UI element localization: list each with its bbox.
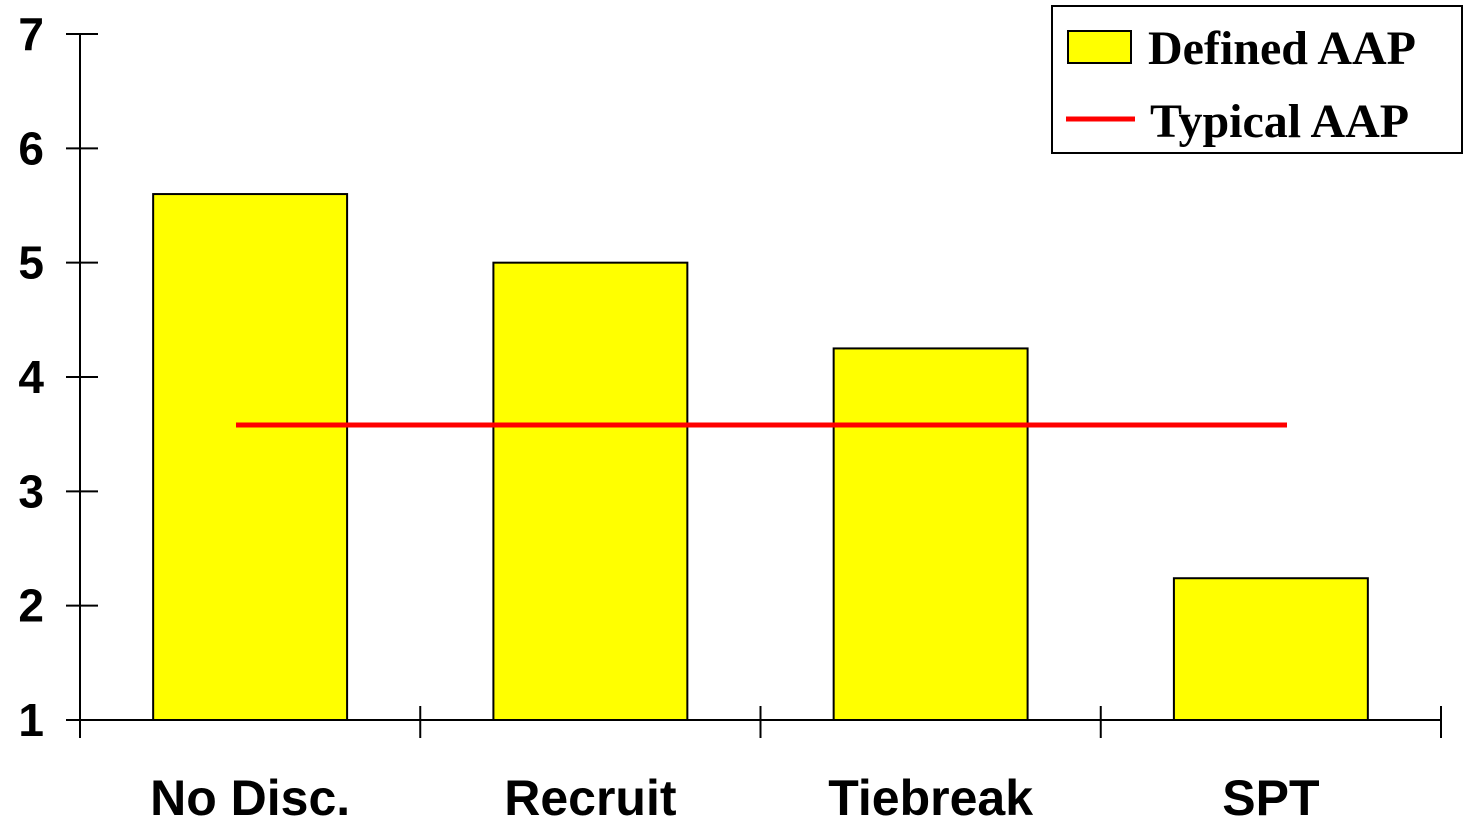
x-axis: No Disc. Recruit Tiebreak SPT: [79, 706, 1442, 822]
x-category-label: SPT: [1222, 770, 1319, 822]
y-tick-label: 7: [18, 8, 44, 60]
bar-no-disc: [152, 193, 349, 722]
x-category-label: Tiebreak: [828, 770, 1033, 822]
x-category-label: No Disc.: [150, 770, 350, 822]
y-tick-label: 2: [18, 580, 44, 632]
y-axis: 1 2 3 4 5 6 7: [18, 8, 98, 746]
bars: [152, 193, 1369, 722]
y-tick-label: 1: [18, 694, 44, 746]
legend-label-typical-aap: Typical AAP: [1150, 95, 1409, 148]
y-tick-label: 6: [18, 122, 44, 174]
bar-recruit: [492, 261, 689, 721]
bar-spt: [1172, 577, 1369, 722]
legend-label-defined-aap: Defined AAP: [1148, 22, 1416, 75]
legend-swatch-defined-aap: [1067, 30, 1132, 64]
y-tick-label: 4: [18, 351, 44, 403]
y-tick-label: 3: [18, 465, 44, 517]
legend: Defined AAP Typical AAP: [1051, 5, 1463, 154]
y-tick-label: 5: [18, 237, 44, 289]
x-category-label: Recruit: [504, 770, 677, 822]
bar-tiebreak: [832, 347, 1029, 721]
